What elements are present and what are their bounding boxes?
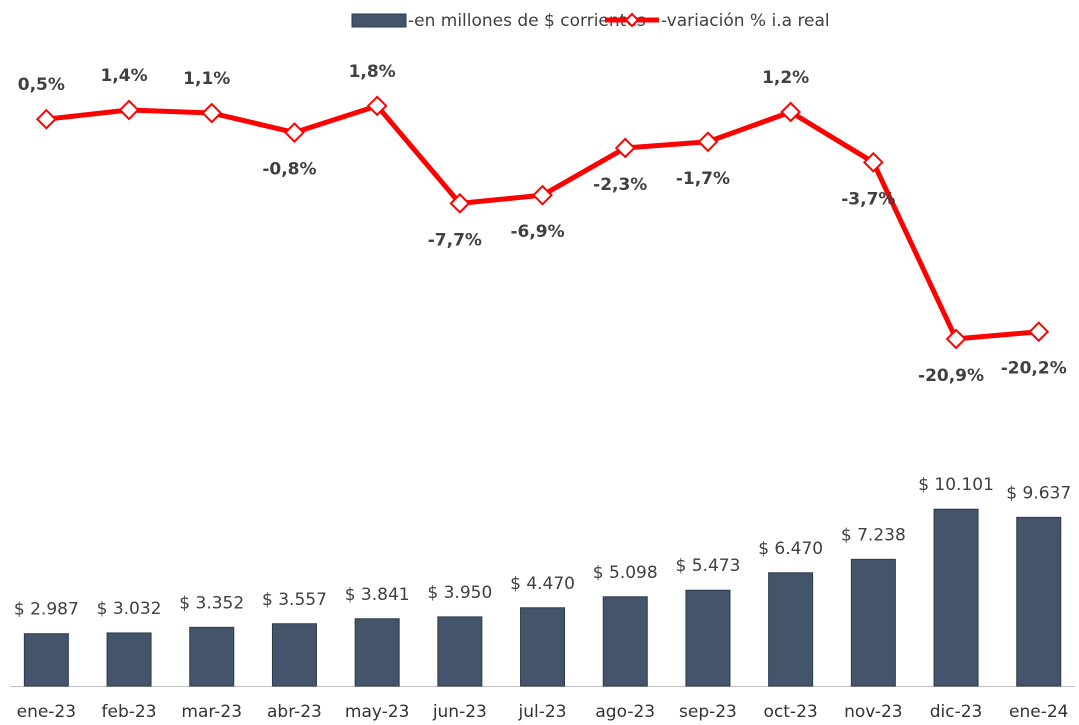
line-marker bbox=[780, 101, 802, 123]
x-tick-label: nov-23 bbox=[844, 702, 903, 722]
bar bbox=[520, 607, 566, 687]
line-value-label: -7,7% bbox=[428, 230, 482, 250]
bar bbox=[768, 572, 814, 687]
bar bbox=[271, 623, 317, 687]
bar-value-label: $ 9.637 bbox=[1006, 483, 1071, 503]
bar-value-label: $ 2.987 bbox=[14, 600, 79, 620]
bar-value-label: $ 5.098 bbox=[593, 563, 658, 583]
x-tick-label: abr-23 bbox=[267, 702, 322, 722]
bar-value-label: $ 3.352 bbox=[179, 593, 244, 613]
bar-value-label: $ 3.950 bbox=[427, 583, 492, 603]
x-tick-label: feb-23 bbox=[102, 702, 157, 722]
line-marker bbox=[366, 95, 388, 117]
line-value-label: -20,9% bbox=[918, 366, 984, 386]
line-marker bbox=[35, 108, 57, 130]
bar bbox=[437, 616, 483, 687]
bar bbox=[850, 558, 896, 687]
legend-label: -variación % i.a real bbox=[661, 11, 830, 31]
line-marker bbox=[1028, 321, 1050, 343]
line-marker bbox=[201, 102, 223, 124]
x-tick-label: ene-24 bbox=[1009, 702, 1068, 722]
line-value-label: -6,9% bbox=[510, 222, 564, 242]
legend-label: -en millones de $ corrientes bbox=[408, 11, 646, 31]
bar bbox=[189, 626, 235, 687]
line-marker bbox=[614, 137, 636, 159]
line-value-label: 1,4% bbox=[100, 66, 147, 86]
bar-value-label: $ 5.473 bbox=[676, 556, 741, 576]
bar-value-label: $ 6.470 bbox=[758, 539, 823, 559]
bar bbox=[106, 632, 152, 687]
line-value-label: 1,2% bbox=[762, 68, 809, 88]
line-value-label: -0,8% bbox=[262, 160, 316, 180]
line-marker bbox=[118, 99, 140, 121]
line-value-label: 1,8% bbox=[349, 62, 396, 82]
x-tick-label: jul-23 bbox=[518, 702, 567, 722]
line-marker bbox=[945, 328, 967, 350]
line-value-label: -1,7% bbox=[676, 169, 730, 189]
bar bbox=[933, 508, 979, 687]
bar-value-label: $ 3.841 bbox=[345, 585, 410, 605]
legend-swatch bbox=[351, 13, 407, 28]
line-value-label: -2,3% bbox=[593, 175, 647, 195]
bar-value-label: $ 4.470 bbox=[510, 574, 575, 594]
bar bbox=[23, 633, 69, 687]
bar bbox=[602, 596, 648, 687]
line-value-label: -20,2% bbox=[1001, 359, 1067, 379]
x-tick-label: ago-23 bbox=[595, 702, 655, 722]
bar bbox=[354, 618, 400, 687]
x-tick-label: ene-23 bbox=[17, 702, 76, 722]
x-tick-label: may-23 bbox=[345, 702, 410, 722]
bar-value-label: $ 3.557 bbox=[262, 590, 327, 610]
x-tick-label: jun-23 bbox=[432, 702, 487, 722]
x-tick-label: oct-23 bbox=[764, 702, 818, 722]
x-tick-label: sep-23 bbox=[679, 702, 737, 722]
bar bbox=[1016, 516, 1062, 687]
line-marker bbox=[284, 122, 305, 143]
x-tick-label: dic-23 bbox=[930, 702, 983, 722]
bar-value-label: $ 10.101 bbox=[918, 475, 994, 495]
x-tick-label: mar-23 bbox=[181, 702, 242, 722]
bar bbox=[685, 589, 731, 687]
legend-marker bbox=[624, 12, 640, 28]
line-marker bbox=[697, 131, 719, 153]
line-value-label: 0,5% bbox=[18, 75, 65, 95]
bar-value-label: $ 7.238 bbox=[841, 525, 906, 545]
line-marker bbox=[449, 192, 471, 214]
bar-value-label: $ 3.032 bbox=[97, 599, 162, 619]
line-value-label: -3,7% bbox=[841, 189, 895, 209]
line-marker bbox=[532, 184, 553, 206]
line-value-label: 1,1% bbox=[183, 69, 230, 89]
line-marker bbox=[862, 151, 884, 173]
